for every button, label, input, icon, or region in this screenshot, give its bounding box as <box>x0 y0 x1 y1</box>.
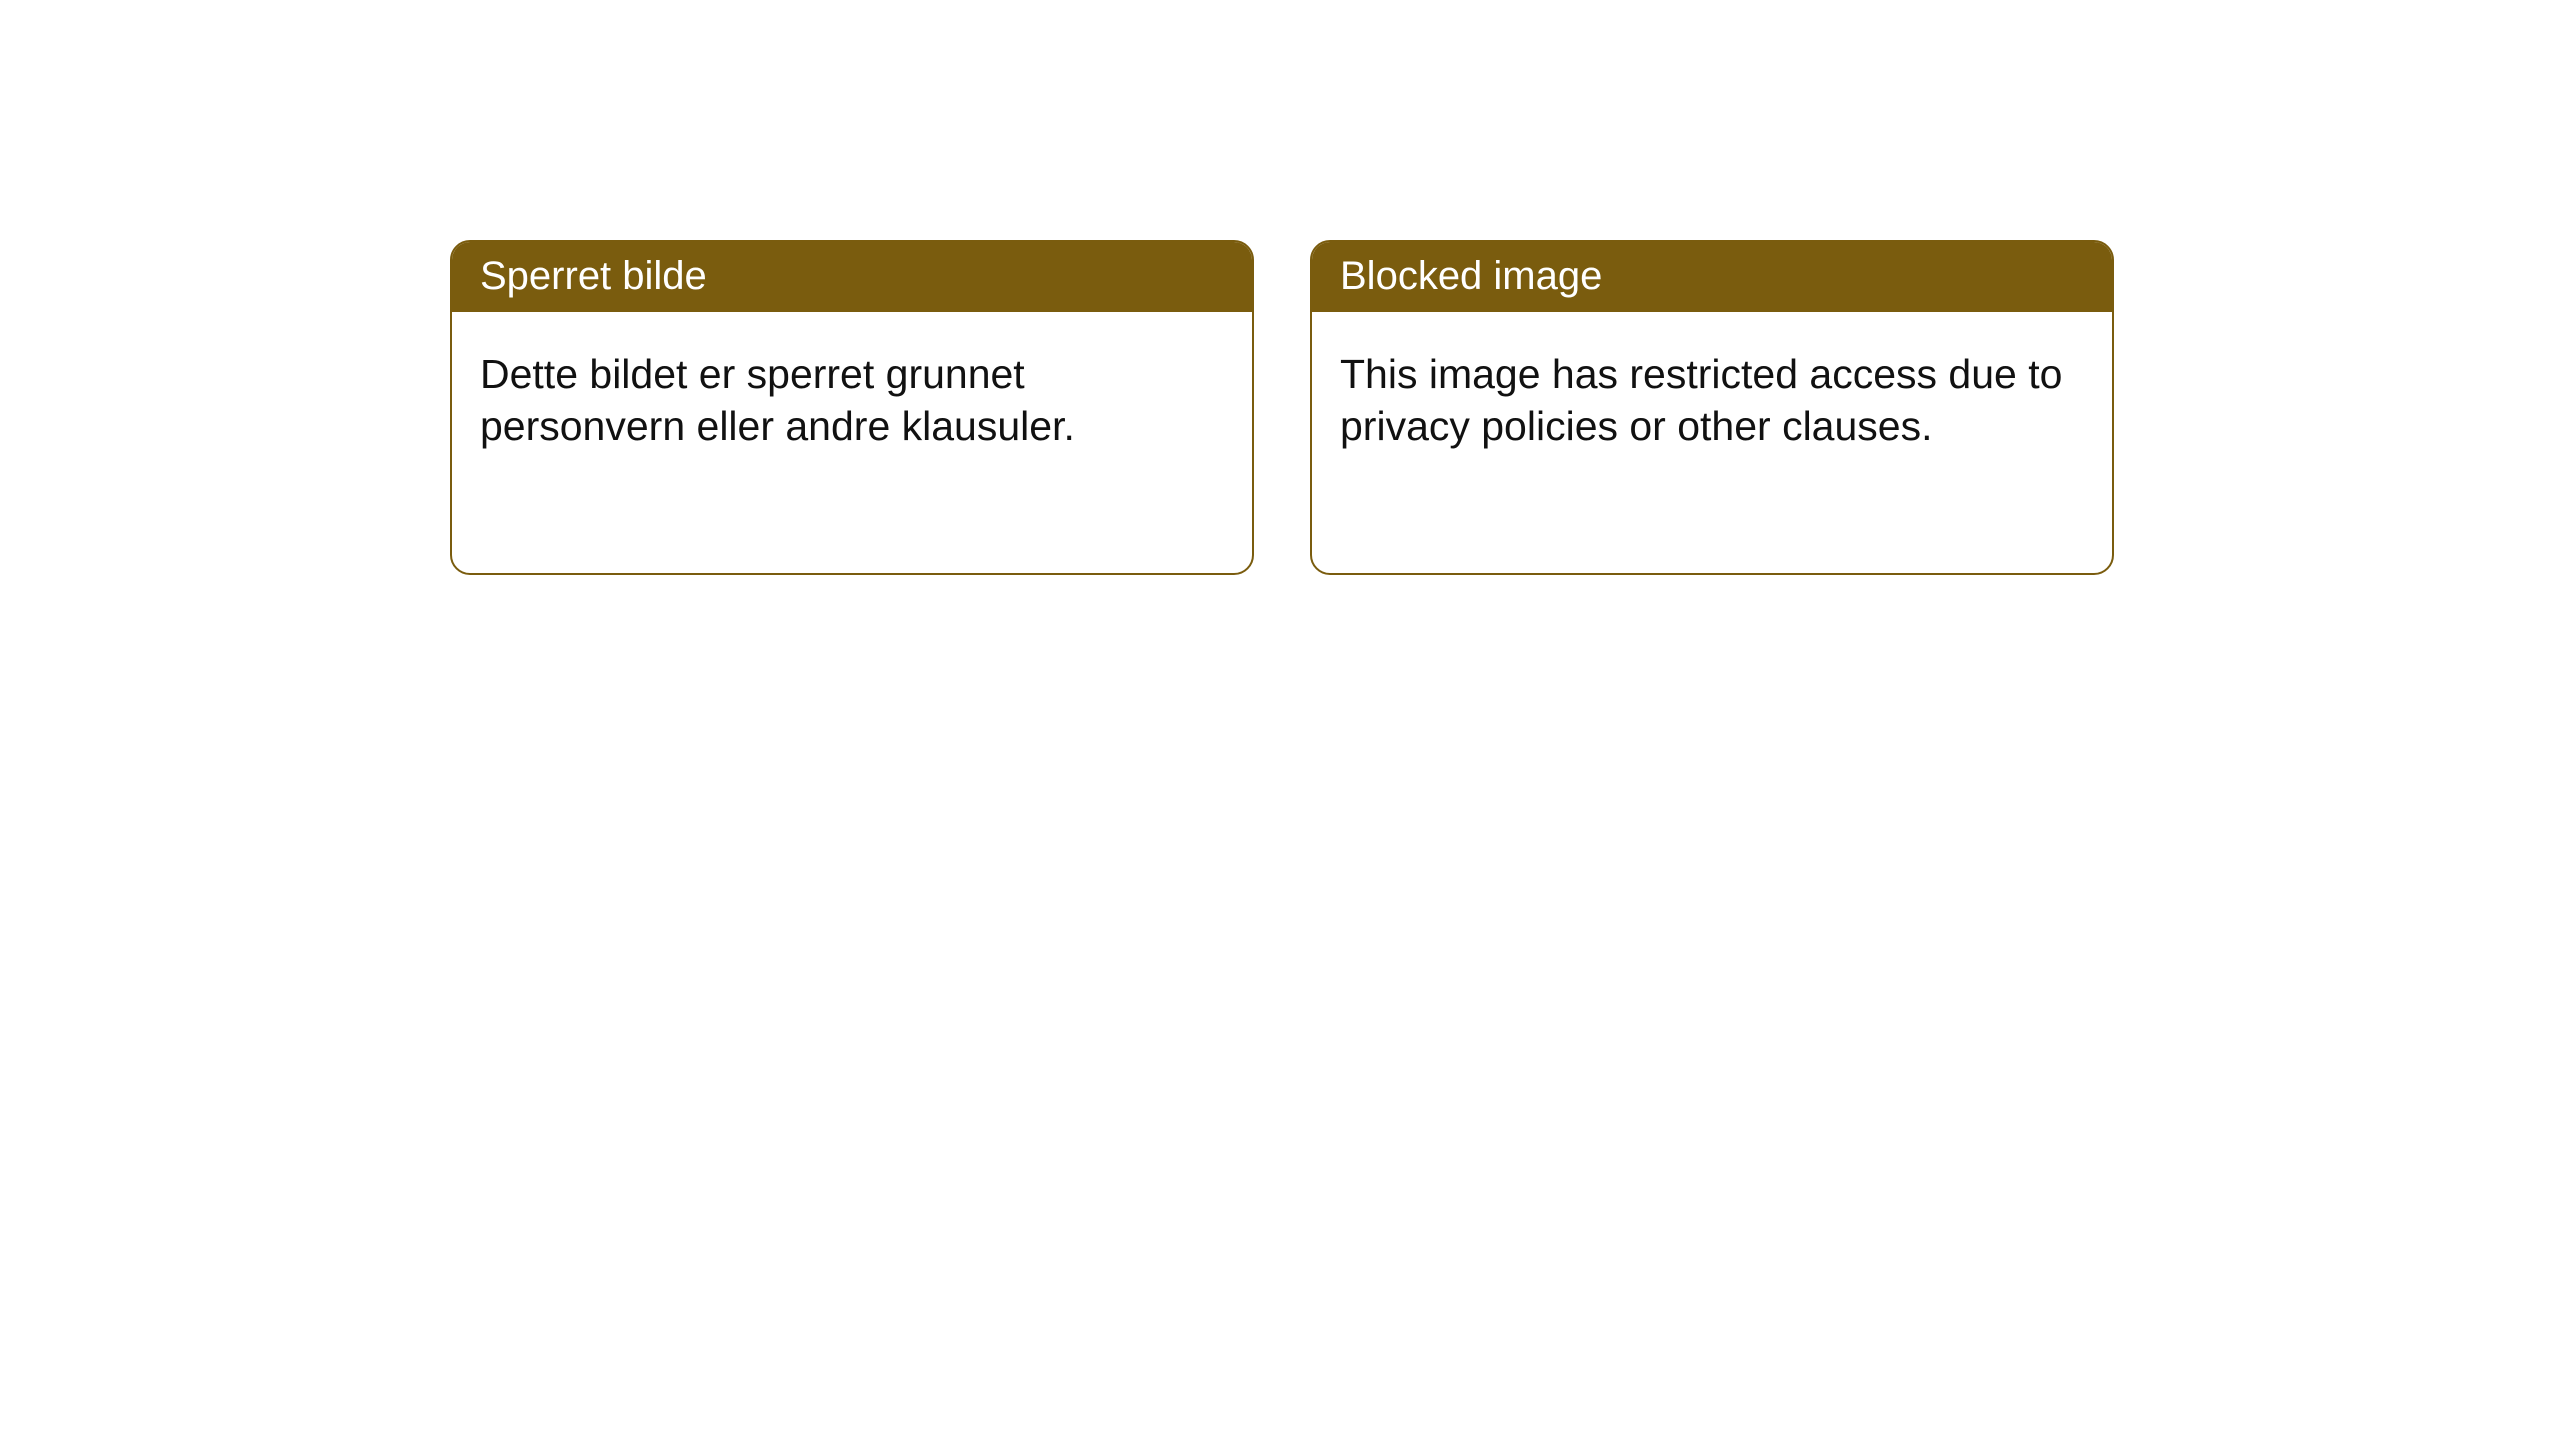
card-header: Blocked image <box>1312 242 2112 312</box>
card-message: This image has restricted access due to … <box>1340 351 2062 449</box>
card-title: Sperret bilde <box>480 254 707 298</box>
card-header: Sperret bilde <box>452 242 1252 312</box>
notice-card-english: Blocked image This image has restricted … <box>1310 240 2114 575</box>
card-body: Dette bildet er sperret grunnet personve… <box>452 312 1252 481</box>
card-message: Dette bildet er sperret grunnet personve… <box>480 351 1075 449</box>
notice-container: Sperret bilde Dette bildet er sperret gr… <box>0 0 2560 575</box>
notice-card-norwegian: Sperret bilde Dette bildet er sperret gr… <box>450 240 1254 575</box>
card-body: This image has restricted access due to … <box>1312 312 2112 481</box>
card-title: Blocked image <box>1340 254 1602 298</box>
